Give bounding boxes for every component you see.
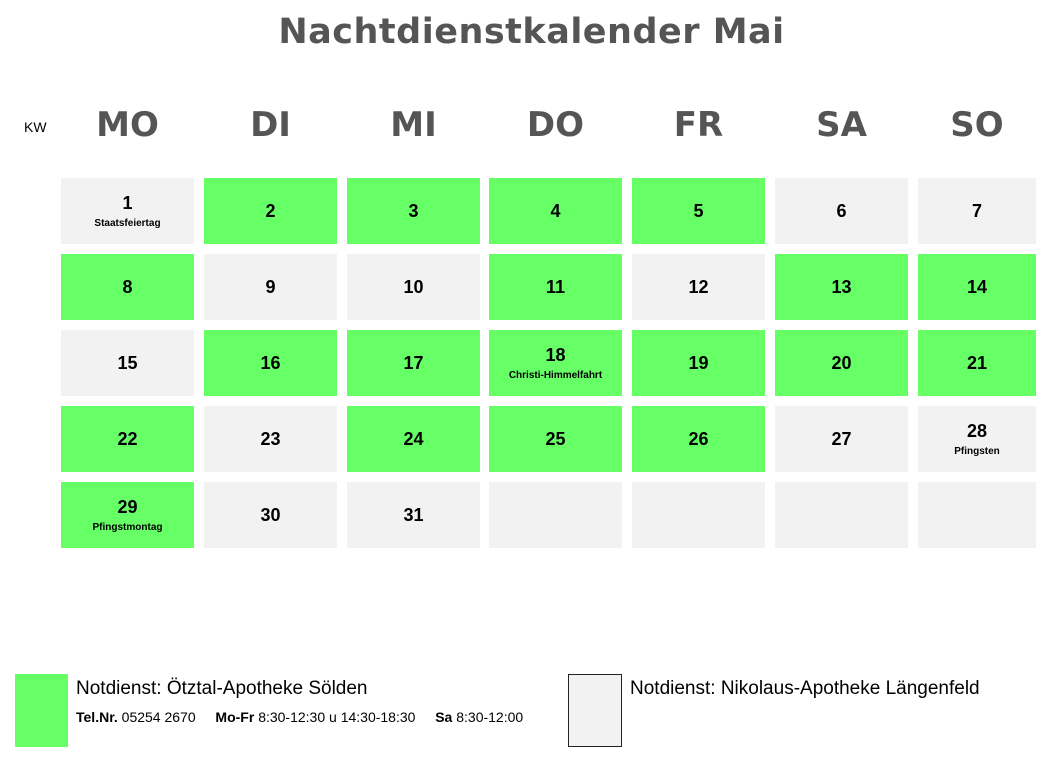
- weekday-header: MO: [96, 105, 159, 145]
- page-title: Nachtdienstkalender Mai: [278, 12, 785, 52]
- tel-value: 05254 2670: [121, 709, 196, 725]
- day-cell: 8: [61, 254, 194, 320]
- day-number: 29: [117, 496, 138, 517]
- day-cell: 19: [632, 330, 765, 396]
- weekday-hours: 8:30-12:30 u 14:30-18:30: [258, 709, 416, 725]
- legend-green-title: Notdienst: Ötztal-Apotheke Sölden: [76, 678, 368, 699]
- day-number: 2: [265, 201, 276, 221]
- day-cell: 29 Pfingstmontag: [61, 482, 194, 548]
- weekday-header: DI: [250, 105, 291, 145]
- day-cell: 5: [632, 178, 765, 244]
- day-cell: 9: [204, 254, 337, 320]
- day-cell: 12: [632, 254, 765, 320]
- day-cell: 21: [918, 330, 1036, 396]
- day-number: 21: [966, 353, 988, 373]
- holiday-label: Staatsfeiertag: [94, 217, 161, 229]
- saturday-hours-label: Sa: [435, 709, 453, 725]
- day-number: 22: [117, 429, 138, 449]
- day-cell: 28 Pfingsten: [918, 406, 1036, 472]
- day-cell: 20: [775, 330, 908, 396]
- day-cell: 16: [204, 330, 337, 396]
- tel-label: Tel.Nr.: [76, 709, 118, 725]
- day-cell: 27: [775, 406, 908, 472]
- weekday-hours-label: Mo-Fr: [215, 709, 255, 725]
- day-number: 15: [117, 353, 138, 373]
- holiday-label: Christi-Himmelfahrt: [508, 369, 603, 381]
- day-number: 6: [836, 201, 847, 221]
- day-number: 19: [688, 353, 709, 373]
- day-number: 16: [260, 353, 281, 373]
- day-cell: 17: [347, 330, 480, 396]
- day-number: 7: [971, 201, 982, 221]
- weekday-header: FR: [673, 105, 724, 145]
- day-cell: 13: [775, 254, 908, 320]
- day-number: 14: [966, 277, 988, 297]
- day-cell: 24: [347, 406, 480, 472]
- day-number: 26: [688, 429, 709, 449]
- day-number: 3: [408, 201, 419, 221]
- empty-day-cell: [775, 482, 908, 548]
- legend-green-contact: Tel.Nr. 05254 2670 Mo-Fr 8:30-12:30 u 14…: [76, 709, 523, 725]
- day-cell: 4: [489, 178, 622, 244]
- day-number: 25: [545, 429, 566, 449]
- weekday-header: SO: [950, 105, 1004, 145]
- day-cell: 31: [347, 482, 480, 548]
- holiday-label: Pfingstmontag: [92, 521, 163, 533]
- day-number: 12: [688, 277, 709, 297]
- day-number: 28: [966, 420, 988, 441]
- legend-gray-swatch: [568, 674, 622, 747]
- empty-day-cell: [632, 482, 765, 548]
- day-number: 4: [550, 201, 561, 221]
- day-number: 9: [265, 277, 276, 297]
- day-cell: 3: [347, 178, 480, 244]
- day-number: 24: [403, 429, 424, 449]
- day-number: 23: [260, 429, 281, 449]
- day-cell: 1 Staatsfeiertag: [61, 178, 194, 244]
- day-number: 27: [831, 429, 852, 449]
- weekday-header: MI: [390, 105, 437, 145]
- day-number: 13: [831, 277, 852, 297]
- day-cell: 10: [347, 254, 480, 320]
- day-cell: 23: [204, 406, 337, 472]
- day-number: 18: [545, 344, 566, 365]
- day-cell: 22: [61, 406, 194, 472]
- day-cell: 6: [775, 178, 908, 244]
- day-number: 8: [122, 277, 133, 297]
- day-cell: 18 Christi-Himmelfahrt: [489, 330, 622, 396]
- day-number: 31: [403, 505, 424, 525]
- legend-green-swatch: [15, 674, 68, 747]
- calendar-week-label: KW: [24, 119, 47, 135]
- day-cell: 26: [632, 406, 765, 472]
- weekday-header: DO: [526, 105, 585, 145]
- weekday-header: SA: [816, 105, 867, 145]
- day-cell: 25: [489, 406, 622, 472]
- day-number: 5: [693, 201, 704, 221]
- day-number: 17: [403, 353, 424, 373]
- day-cell: 11: [489, 254, 622, 320]
- day-number: 20: [831, 353, 852, 373]
- day-cell: 7: [918, 178, 1036, 244]
- legend-gray-title: Notdienst: Nikolaus-Apotheke Längenfeld: [630, 678, 980, 699]
- day-cell: 14: [918, 254, 1036, 320]
- day-number: 1: [122, 192, 133, 213]
- day-cell: 15: [61, 330, 194, 396]
- day-cell: 2: [204, 178, 337, 244]
- empty-day-cell: [918, 482, 1036, 548]
- holiday-label: Pfingsten: [954, 445, 1000, 457]
- day-cell: 30: [204, 482, 337, 548]
- saturday-hours: 8:30-12:00: [456, 709, 524, 725]
- day-number: 10: [403, 277, 424, 297]
- day-number: 11: [545, 277, 566, 297]
- empty-day-cell: [489, 482, 622, 548]
- day-number: 30: [260, 505, 281, 525]
